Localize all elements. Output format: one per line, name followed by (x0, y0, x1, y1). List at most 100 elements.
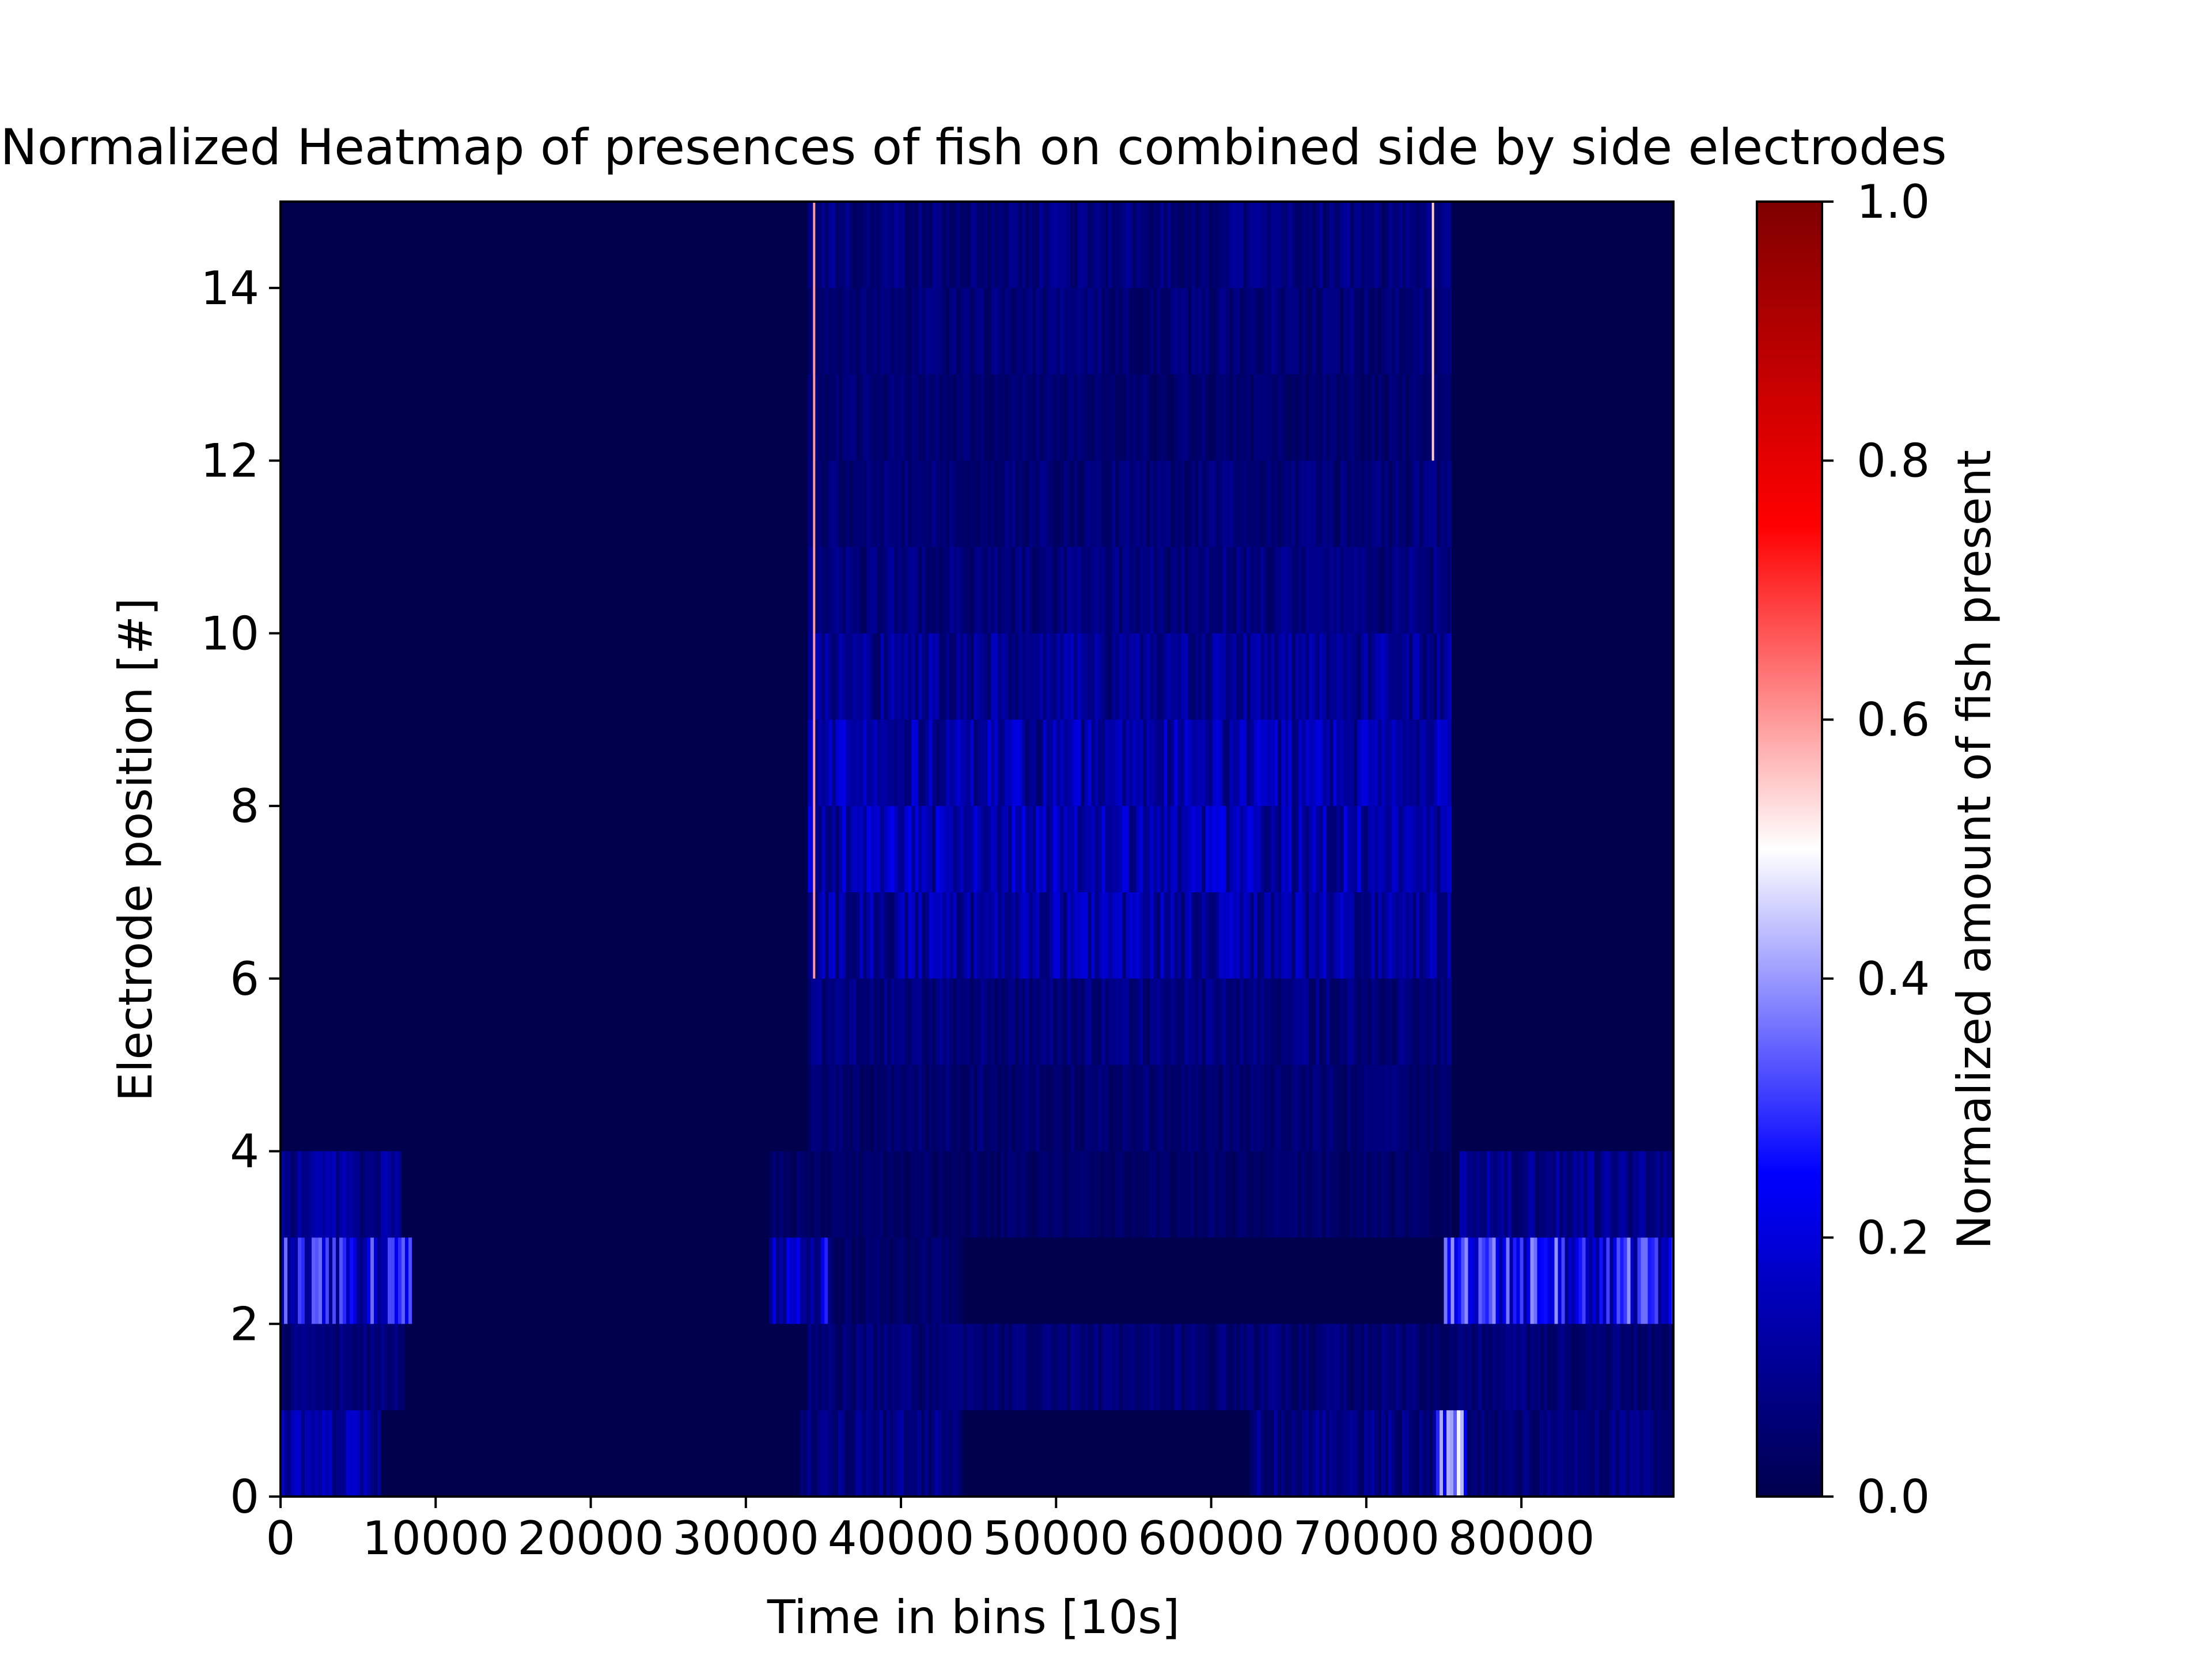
heatmap-cell-r2-15 (332, 1237, 336, 1324)
heatmap-cell-r10-132 (1264, 547, 1268, 634)
heatmap-cell-r2-1 (284, 1237, 287, 1324)
heatmap-cell-r11-51 (984, 460, 988, 547)
heatmap-cell-r4-168 (1388, 1065, 1392, 1152)
heatmap-cell-r12-111 (1191, 374, 1195, 461)
heatmap-cell-r5-116 (1209, 978, 1213, 1065)
heatmap-cell-r3-5 (786, 1151, 790, 1238)
heatmap-cell-r14-166 (1381, 202, 1385, 288)
heatmap-cell-r4-105 (1171, 1065, 1175, 1152)
heatmap-cell-r3-0 (281, 1151, 284, 1238)
heatmap-cell-r14-27 (901, 202, 905, 288)
heatmap-cell-r13-161 (1364, 287, 1368, 374)
heatmap-cell-r12-59 (1012, 374, 1016, 461)
heatmap-cell-r13-74 (1063, 287, 1067, 374)
heatmap-cell-r3-186 (1412, 1151, 1416, 1238)
heatmap-cell-r6-121 (1226, 892, 1230, 979)
heatmap-cell-r12-168 (1388, 374, 1392, 461)
heatmap-cell-r1-115 (1205, 1324, 1209, 1411)
heatmap-cell-r2-26 (370, 1237, 374, 1324)
heatmap-cell-r2-24 (914, 1237, 918, 1324)
heatmap-cell-r7-148 (1319, 806, 1323, 892)
heatmap-cell-r1-27 (901, 1324, 905, 1411)
heatmap-cell-r6-122 (1229, 892, 1233, 979)
heatmap-cell-r0-7 (824, 1410, 828, 1497)
heatmap-cell-r11-5 (825, 460, 829, 547)
heatmap-cell-r7-72 (1056, 806, 1060, 892)
heatmap-cell-r3-145 (1270, 1151, 1274, 1238)
heatmap-cell-r3-169 (1353, 1151, 1357, 1238)
heatmap-cell-r13-38 (939, 287, 943, 374)
heatmap-cell-r3-22 (1535, 1151, 1539, 1238)
heatmap-cell-r6-66 (1036, 892, 1040, 979)
heatmap-cell-r8-60 (1015, 719, 1019, 806)
heatmap-cell-r0-0 (281, 1410, 284, 1497)
heatmap-cell-r6-90 (1119, 892, 1123, 979)
heatmap-cell-r13-172 (1402, 287, 1406, 374)
heatmap-cell-r11-61 (1018, 460, 1022, 547)
heatmap-cell-r3-103 (1125, 1151, 1129, 1238)
heatmap-cell-r14-183 (1440, 202, 1444, 288)
heatmap-cell-r1-158 (1354, 1324, 1358, 1411)
heatmap-cell-r5-149 (1323, 978, 1327, 1065)
heatmap-cell-r6-115 (1205, 892, 1209, 979)
heatmap-cell-r11-115 (1205, 460, 1209, 547)
heatmap-cell-r5-107 (1177, 978, 1181, 1065)
heatmap-cell-r7-79 (1081, 806, 1085, 892)
heatmap-cell-r8-145 (1309, 719, 1313, 806)
heatmap-cell-r3-22 (357, 1151, 360, 1238)
heatmap-cell-r12-144 (1305, 374, 1309, 461)
heatmap-cell-r11-180 (1430, 460, 1434, 547)
heatmap-cell-r3-24 (852, 1151, 856, 1238)
heatmap-cell-r3-100 (1115, 1151, 1119, 1238)
heatmap-cell-r5-93 (1129, 978, 1133, 1065)
heatmap-cell-r11-82 (1091, 460, 1095, 547)
heatmap-cell-r10-124 (1236, 547, 1240, 634)
heatmap-cell-r4-179 (1426, 1065, 1430, 1152)
heatmap-cell-r9-96 (1139, 633, 1143, 720)
heatmap-cell-r11-67 (1039, 460, 1043, 547)
heatmap-cell-r0-20 (1536, 1410, 1540, 1497)
heatmap-cell-r13-155 (1343, 287, 1347, 374)
heatmap-cell-r9-146 (1312, 633, 1316, 720)
heatmap-cell-r1-22 (357, 1324, 360, 1411)
heatmap-cell-r7-9 (839, 806, 843, 892)
heatmap-cell-r5-173 (1406, 978, 1410, 1065)
heatmap-cell-r10-59 (1012, 547, 1016, 634)
heatmap-cell-r11-30 (911, 460, 915, 547)
heatmap-cell-r12-153 (1336, 374, 1340, 461)
heatmap-cell-r11-39 (942, 460, 946, 547)
heatmap-cell-r6-170 (1395, 892, 1399, 979)
heatmap-cell-r11-6 (828, 460, 832, 547)
heatmap-cell-r11-44 (960, 460, 964, 547)
heatmap-cell-r2-30 (1547, 1237, 1551, 1324)
heatmap-cell-r4-76 (1070, 1065, 1074, 1152)
heatmap-cell-r1-120 (1222, 1324, 1226, 1411)
heatmap-cell-r1-17 (339, 1324, 343, 1411)
heatmap-cell-r3-50 (1632, 1151, 1636, 1238)
heatmap-cell-r2-46 (1603, 1237, 1607, 1324)
heatmap-cell-r14-82 (1091, 202, 1095, 288)
heatmap-cell-r14-116 (1209, 202, 1213, 288)
heatmap-cell-r1-27 (1537, 1324, 1541, 1411)
heatmap-cell-r13-131 (1260, 287, 1264, 374)
heatmap-cell-r11-27 (901, 460, 905, 547)
heatmap-cell-r9-7 (832, 633, 836, 720)
heatmap-cell-r1-28 (377, 1324, 381, 1411)
heatmap-cell-r8-47 (970, 719, 974, 806)
heatmap-cell-r10-7 (832, 547, 836, 634)
heatmap-cell-r6-73 (1060, 892, 1064, 979)
heatmap-cell-r7-177 (1419, 806, 1423, 892)
heatmap-cell-r10-50 (980, 547, 984, 634)
heatmap-cell-r10-77 (1074, 547, 1078, 634)
heatmap-cell-r7-105 (1171, 806, 1175, 892)
heatmap-cell-r3-51 (1635, 1151, 1639, 1238)
heatmap-cell-r2-60 (1651, 1237, 1655, 1324)
heatmap-cell-r10-121 (1226, 547, 1230, 634)
heatmap-cell-r9-35 (929, 633, 933, 720)
heatmap-cell-r6-161 (1364, 892, 1368, 979)
heatmap-cell-r1-91 (1122, 1324, 1126, 1411)
heatmap-cell-r10-166 (1381, 547, 1385, 634)
heatmap-cell-r12-76 (1070, 374, 1074, 461)
heatmap-cell-r5-15 (859, 978, 863, 1065)
heatmap-cell-r2-15 (1495, 1237, 1499, 1324)
